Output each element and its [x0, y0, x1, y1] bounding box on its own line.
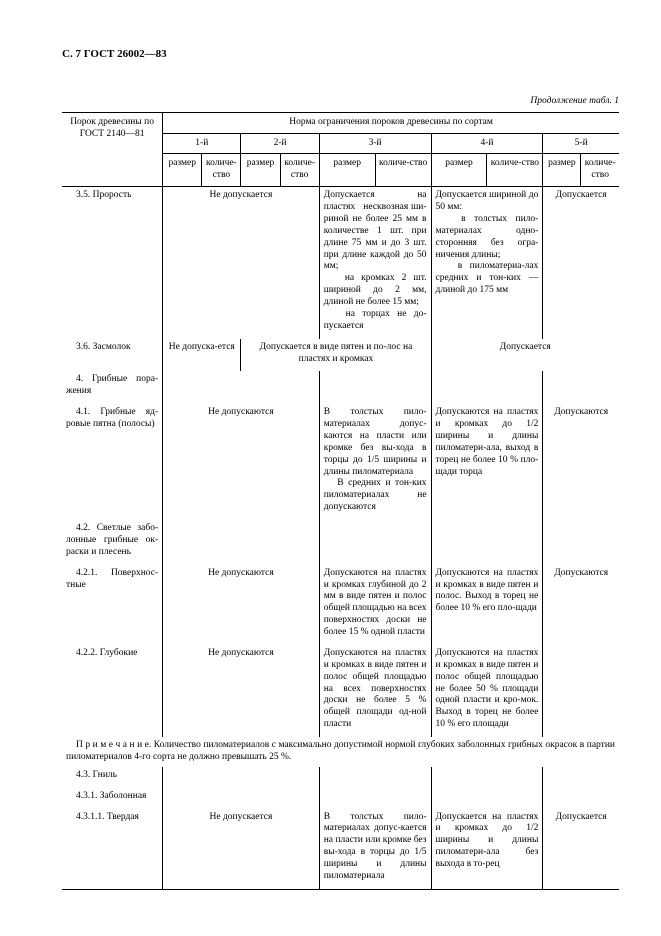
table-body: 3.5. Прорость Не допускается Допускается…: [62, 187, 619, 890]
table-row: 4.3.1.1. Твердая Не допускается В толсты…: [62, 809, 619, 890]
header-sub: количе-ство: [280, 154, 319, 187]
cell: Не допускаются: [163, 565, 320, 645]
header-span-title: Норма ограничения пороков древесины по с…: [163, 112, 619, 133]
cell: Допускаются на пластях и кромках до 1/2 …: [431, 404, 543, 520]
header-grade-1: 1-й: [163, 133, 241, 154]
cell: Допускается на пластях несквозная ши-рин…: [319, 187, 431, 339]
table-continuation: Продолжение табл. 1: [62, 96, 619, 108]
cell: Допускается на пластях и кромках до 1/2 …: [431, 809, 543, 890]
cell: Не допускается: [163, 809, 320, 890]
table-row: 3.5. Прорость Не допускается Допускается…: [62, 187, 619, 339]
note-text: П р и м е ч а н и е. Количество пиломате…: [62, 737, 619, 767]
table-row: 4.1. Грибные яд-ровые пятна (полосы) Не …: [62, 404, 619, 520]
table-row: 4.3. Гниль: [62, 767, 619, 788]
table-row: 4.2. Светлые забо-лонные грибные ок-раск…: [62, 520, 619, 565]
table-row: 4. Грибные пора-жения: [62, 371, 619, 404]
defect-name: 3.6. Засмолок: [62, 339, 163, 372]
table-row: 3.6. Засмолок Не допуска-ется Допускаетс…: [62, 339, 619, 372]
table-note-row: П р и м е ч а н и е. Количество пиломате…: [62, 737, 619, 767]
cell: Не допускаются: [163, 645, 320, 737]
defect-name: 4.2. Светлые забо-лонные грибные ок-раск…: [62, 520, 163, 565]
cell: Допускаются на пластях и кромках в виде …: [431, 645, 543, 737]
cell: В толстых пило-материалах допус-каются н…: [319, 404, 431, 520]
header-sub: количе-ство: [487, 154, 543, 187]
cell: Допускается шириной до 50 мм: в толстых …: [431, 187, 543, 339]
defect-name: 4.2.1. Поверхнос-тные: [62, 565, 163, 645]
cell: Допускается: [543, 187, 619, 339]
header-sub: размер: [163, 154, 202, 187]
cell: Допускается: [431, 339, 619, 372]
table-row: 4.2.1. Поверхнос-тные Не допускаются Доп…: [62, 565, 619, 645]
cell: Допускается в виде пятен и по-лос на пла…: [241, 339, 431, 372]
defect-name: 4.2.2. Глубокие: [62, 645, 163, 737]
defect-name: 4.3.1. Заболонная: [62, 788, 163, 809]
header-sub: количе-ство: [581, 154, 619, 187]
cell: Допускаются на пластях и кромках глубино…: [319, 565, 431, 645]
header-sub: количе-ство: [202, 154, 241, 187]
cell: Допускаются: [543, 565, 619, 645]
defect-name: 4.3. Гниль: [62, 767, 163, 788]
header-sub: размер: [241, 154, 280, 187]
header-sub: размер: [543, 154, 581, 187]
header-grade-4: 4-й: [431, 133, 543, 154]
header-sub: размер: [319, 154, 375, 187]
table-row: 4.3.1. Заболонная: [62, 788, 619, 809]
page-header: С. 7 ГОСТ 26002—83: [62, 48, 619, 62]
defects-table: Порок древесины по ГОСТ 2140—81 Норма ог…: [62, 112, 619, 890]
cell: [543, 645, 619, 737]
header-grade-2: 2-й: [241, 133, 319, 154]
header-grade-3: 3-й: [319, 133, 431, 154]
cell: Не допуска-ется: [163, 339, 241, 372]
cell: В толстых пило-материалах допус-кается н…: [319, 809, 431, 890]
header-col-defect: Порок древесины по ГОСТ 2140—81: [62, 112, 163, 187]
table-header: Порок древесины по ГОСТ 2140—81 Норма ог…: [62, 112, 619, 187]
defect-name: 4.3.1.1. Твердая: [62, 809, 163, 890]
header-sub: количе-ство: [375, 154, 431, 187]
cell: Не допускаются: [163, 404, 320, 520]
cell: Допускаются на пластях и кромках в виде …: [319, 645, 431, 737]
header-grade-5: 5-й: [543, 133, 619, 154]
cell: Допускаются на пластях и кромках в виде …: [431, 565, 543, 645]
defect-name: 3.5. Прорость: [62, 187, 163, 339]
cell: Не допускается: [163, 187, 320, 339]
header-sub: размер: [431, 154, 487, 187]
defect-name: 4.1. Грибные яд-ровые пятна (полосы): [62, 404, 163, 520]
cell: Допускается: [543, 809, 619, 890]
table-row: 4.2.2. Глубокие Не допускаются Допускают…: [62, 645, 619, 737]
defect-name: 4. Грибные пора-жения: [62, 371, 163, 404]
cell: Допускаются: [543, 404, 619, 520]
